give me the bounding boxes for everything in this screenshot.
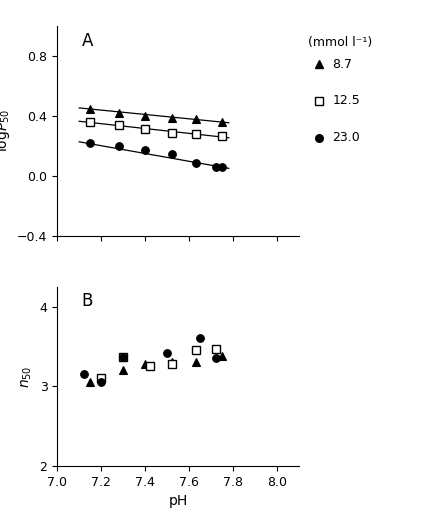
Text: 12.5: 12.5 <box>332 94 360 108</box>
X-axis label: pH: pH <box>169 494 188 508</box>
Text: B: B <box>81 292 93 310</box>
Y-axis label: $n_{50}$: $n_{50}$ <box>20 365 34 388</box>
Text: 8.7: 8.7 <box>332 57 352 71</box>
Text: (mmol l⁻¹): (mmol l⁻¹) <box>308 36 372 49</box>
Y-axis label: log$P_{50}$: log$P_{50}$ <box>0 109 11 152</box>
Text: A: A <box>81 32 93 50</box>
Text: 23.0: 23.0 <box>332 131 360 144</box>
